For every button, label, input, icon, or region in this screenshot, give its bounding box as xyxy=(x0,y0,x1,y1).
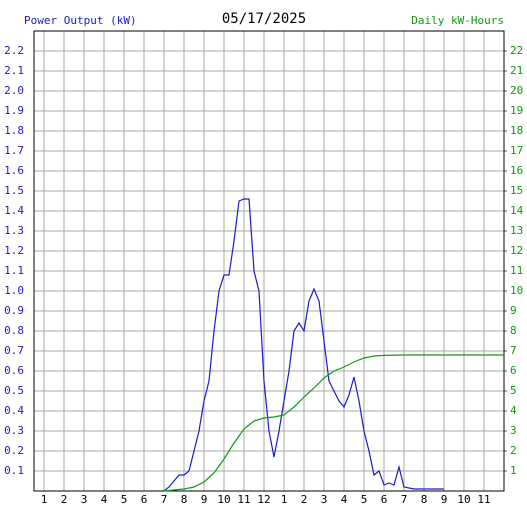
y-tick-label: 1.2 xyxy=(4,244,24,257)
x-tick-label: 9 xyxy=(441,493,448,506)
y-axis-label: Power Output (kW) xyxy=(24,14,137,27)
y2-tick-label: 15 xyxy=(510,184,523,197)
x-tick-label: 2 xyxy=(301,493,308,506)
x-tick-label: 9 xyxy=(201,493,208,506)
y-tick-label: 1.4 xyxy=(4,204,24,217)
x-tick-label: 12 xyxy=(257,493,270,506)
x-tick-label: 1 xyxy=(41,493,48,506)
y2-tick-label: 2 xyxy=(510,444,517,457)
y-tick-label: 0.1 xyxy=(4,464,24,477)
x-tick-label: 4 xyxy=(101,493,108,506)
x-tick-label: 6 xyxy=(141,493,148,506)
y2-tick-label: 4 xyxy=(510,404,517,417)
chart-title: 05/17/2025 xyxy=(222,11,306,27)
x-tick-label: 5 xyxy=(121,493,128,506)
x-tick-label: 3 xyxy=(321,493,328,506)
x-tick-label: 7 xyxy=(401,493,408,506)
y-tick-label: 0.9 xyxy=(4,304,24,317)
y-tick-label: 2.2 xyxy=(4,44,24,57)
plot-border xyxy=(33,30,505,492)
x-tick-label: 1 xyxy=(281,493,288,506)
x-tick-label: 8 xyxy=(181,493,188,506)
y2-tick-label: 8 xyxy=(510,324,517,337)
y2-tick-label: 3 xyxy=(510,424,517,437)
y2-tick-label: 11 xyxy=(510,264,523,277)
y2-tick-label: 16 xyxy=(510,164,523,177)
x-tick-label: 2 xyxy=(61,493,68,506)
x-tick-label: 3 xyxy=(81,493,88,506)
data-line xyxy=(163,198,444,492)
x-tick-label: 11 xyxy=(237,493,250,506)
y-tick-label: 1.5 xyxy=(4,184,24,197)
y-tick-label: 1.0 xyxy=(4,284,24,297)
y-tick-label: 1.7 xyxy=(4,144,24,157)
y-tick-label: 2.1 xyxy=(4,64,24,77)
y2-tick-label: 6 xyxy=(510,364,517,377)
x-tick-label: 7 xyxy=(161,493,168,506)
y-tick-label: 0.5 xyxy=(4,384,24,397)
y2-axis-label: Daily kW-Hours xyxy=(411,14,504,27)
x-tick-label: 10 xyxy=(457,493,470,506)
y-tick-label: 1.9 xyxy=(4,104,24,117)
y-tick-label: 0.4 xyxy=(4,404,24,417)
x-tick-label: 4 xyxy=(341,493,348,506)
y2-tick-label: 17 xyxy=(510,144,523,157)
y-tick-label: 1.8 xyxy=(4,124,24,137)
y2-tick-label: 10 xyxy=(510,284,523,297)
y2-tick-label: 18 xyxy=(510,124,523,137)
x-tick-label: 5 xyxy=(361,493,368,506)
y2-tick-label: 9 xyxy=(510,304,517,317)
y-tick-label: 0.8 xyxy=(4,324,24,337)
y-tick-label: 1.3 xyxy=(4,224,24,237)
y-tick-label: 0.3 xyxy=(4,424,24,437)
x-tick-label: 8 xyxy=(421,493,428,506)
y2-tick-label: 1 xyxy=(510,464,517,477)
y2-tick-label: 7 xyxy=(510,344,517,357)
y-tick-label: 2.0 xyxy=(4,84,24,97)
x-tick-label: 6 xyxy=(381,493,388,506)
y-tick-label: 0.2 xyxy=(4,444,24,457)
y2-tick-label: 19 xyxy=(510,104,523,117)
x-tick-label: 11 xyxy=(477,493,490,506)
y2-tick-label: 22 xyxy=(510,44,523,57)
y-tick-label: 0.7 xyxy=(4,344,24,357)
y2-tick-label: 14 xyxy=(510,204,524,217)
y-tick-label: 1.1 xyxy=(4,264,24,277)
y2-tick-label: 13 xyxy=(510,224,523,237)
x-tick-label: 10 xyxy=(217,493,230,506)
y-tick-label: 1.6 xyxy=(4,164,24,177)
y2-tick-label: 12 xyxy=(510,244,523,257)
data-line xyxy=(163,354,504,492)
y2-tick-label: 21 xyxy=(510,64,523,77)
y2-tick-label: 5 xyxy=(510,384,517,397)
y2-tick-label: 20 xyxy=(510,84,523,97)
y-tick-label: 0.6 xyxy=(4,364,24,377)
